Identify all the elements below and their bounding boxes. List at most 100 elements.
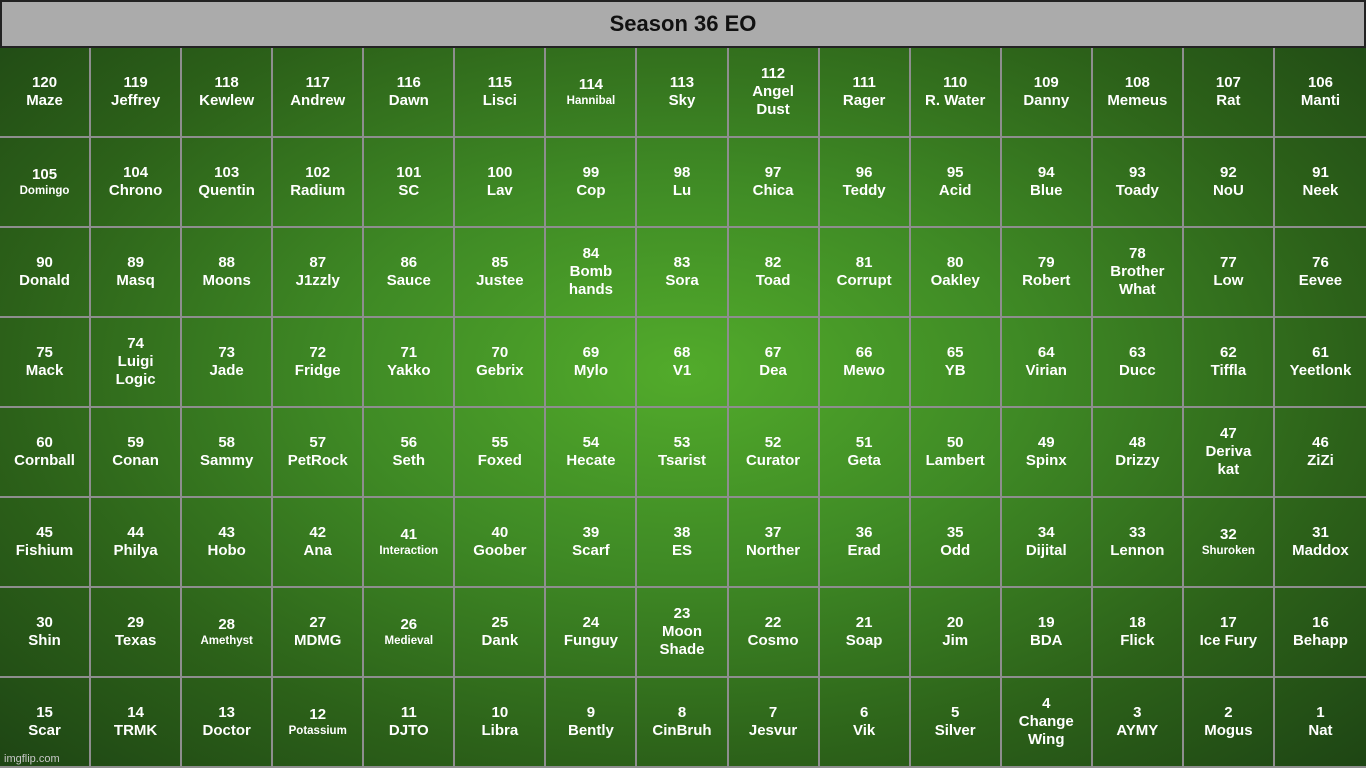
placement-number: 46	[1312, 434, 1329, 451]
placement-number: 61	[1312, 344, 1329, 361]
placement-number: 47	[1220, 425, 1237, 442]
contestant-name: Conan	[112, 452, 159, 469]
contestant-name: Brother What	[1110, 263, 1165, 298]
contestant-name: Deriva kat	[1205, 443, 1252, 478]
contestant-name: Jade	[209, 362, 244, 379]
contestant-cell: 17 Ice Fury	[1183, 588, 1275, 678]
contestant-name: Silver	[934, 722, 976, 739]
contestant-cell: 8 CinBruh	[637, 678, 729, 768]
placement-number: 104	[123, 164, 149, 181]
contestant-cell: 63 Ducc	[1092, 318, 1184, 408]
contestant-cell: 86 Sauce	[364, 228, 456, 318]
placement-number: 55	[491, 434, 509, 451]
placement-number: 119	[123, 74, 148, 91]
contestant-cell: 31 Maddox	[1274, 498, 1366, 588]
contestant-cell: 119 Jeffrey	[91, 48, 183, 138]
placement-number: 75	[36, 344, 53, 361]
contestant-name: Yakko	[387, 362, 431, 379]
contestant-cell: 68 V1	[637, 318, 729, 408]
contestant-name: TRMK	[113, 722, 158, 739]
contestant-name: Goober	[473, 542, 527, 559]
contestant-name: Nat	[1308, 722, 1333, 739]
contestant-name: ES	[671, 542, 692, 559]
contestant-name: Seth	[392, 452, 426, 469]
contestant-name: Chrono	[108, 182, 163, 199]
contestant-cell: 18 Flick	[1092, 588, 1184, 678]
contestant-name: Soap	[845, 632, 883, 649]
contestant-cell: 102 Radium	[273, 138, 365, 228]
contestant-name: Rat	[1216, 92, 1241, 109]
placement-number: 107	[1215, 74, 1241, 91]
placement-number: 63	[1128, 344, 1146, 361]
contestant-cell: 74 Luigi Logic	[91, 318, 183, 408]
placement-number: 18	[1128, 614, 1146, 631]
placement-number: 54	[582, 434, 600, 451]
contestant-name: Hannibal	[566, 94, 616, 107]
contestant-cell: 59 Conan	[91, 408, 183, 498]
placement-number: 39	[582, 524, 600, 541]
contestant-cell: 51 Geta	[819, 408, 911, 498]
contestant-cell: 37 Norther	[728, 498, 820, 588]
contestant-cell: 108 Memeus	[1092, 48, 1184, 138]
contestant-cell: 118 Kewlew	[182, 48, 274, 138]
placement-number: 77	[1220, 254, 1237, 271]
contestant-name: Donald	[19, 272, 70, 289]
placement-number: 48	[1128, 434, 1146, 451]
placement-number: 108	[1124, 74, 1150, 91]
contestant-name: Hecate	[566, 452, 616, 469]
contestant-cell: 28 Amethyst	[182, 588, 274, 678]
placement-number: 106	[1307, 74, 1333, 91]
contestant-cell: 82 Toad	[728, 228, 820, 318]
contestant-name: Moons	[202, 272, 251, 289]
contestant-name: Jeffrey	[110, 92, 161, 109]
placement-number: 5	[951, 704, 960, 721]
placement-number: 37	[764, 524, 782, 541]
contestant-name: Jesvur	[748, 722, 798, 739]
placement-number: 15	[36, 704, 53, 721]
contestant-name: Lambert	[925, 452, 985, 469]
placement-number: 41	[400, 525, 418, 543]
contestant-name: MDMG	[293, 632, 342, 649]
placement-number: 57	[309, 434, 327, 451]
contestant-name: Eevee	[1298, 272, 1343, 289]
contestant-name: Potassium	[288, 724, 347, 737]
placement-number: 120	[32, 74, 58, 91]
contestant-name: Oakley	[930, 272, 980, 289]
placement-number: 103	[214, 164, 240, 181]
contestant-cell: 5 Silver	[910, 678, 1002, 768]
contestant-name: Odd	[940, 542, 971, 559]
placement-number: 95	[946, 164, 964, 181]
contestant-name: Ducc	[1118, 362, 1156, 379]
placement-number: 20	[946, 614, 964, 631]
placement-number: 7	[768, 704, 778, 721]
placement-number: 118	[214, 74, 239, 91]
contestant-cell: 93 Toady	[1092, 138, 1184, 228]
contestant-name: AYMY	[1116, 722, 1159, 739]
placement-number: 110	[943, 74, 968, 91]
contestant-name: Luigi Logic	[115, 353, 156, 388]
contestant-name: J1zzly	[295, 272, 340, 289]
contestant-name: Dank	[481, 632, 519, 649]
contestant-cell: 27 MDMG	[273, 588, 365, 678]
contestant-name: NoU	[1212, 182, 1244, 199]
placement-number: 81	[855, 254, 873, 271]
placement-number: 115	[487, 74, 512, 91]
contestant-cell: 110 R. Water	[910, 48, 1002, 138]
placement-number: 29	[127, 614, 144, 631]
contestant-cell: 78 Brother What	[1092, 228, 1184, 318]
placement-number: 17	[1220, 614, 1237, 631]
contestant-name: Libra	[481, 722, 519, 739]
contestant-name: Behapp	[1292, 632, 1348, 649]
placement-number: 14	[127, 704, 144, 721]
contestant-cell: 7 Jesvur	[728, 678, 820, 768]
contestant-name: Ice Fury	[1199, 632, 1258, 649]
contestant-cell: 96 Teddy	[819, 138, 911, 228]
contestant-cell: 45 Fishium	[0, 498, 92, 588]
placement-number: 36	[855, 524, 873, 541]
placement-number: 67	[764, 344, 782, 361]
contestant-name: Neek	[1302, 182, 1339, 199]
contestant-name: Teddy	[842, 182, 886, 199]
placement-number: 23	[673, 605, 691, 622]
contestant-name: Erad	[847, 542, 881, 559]
placement-number: 31	[1312, 524, 1329, 541]
